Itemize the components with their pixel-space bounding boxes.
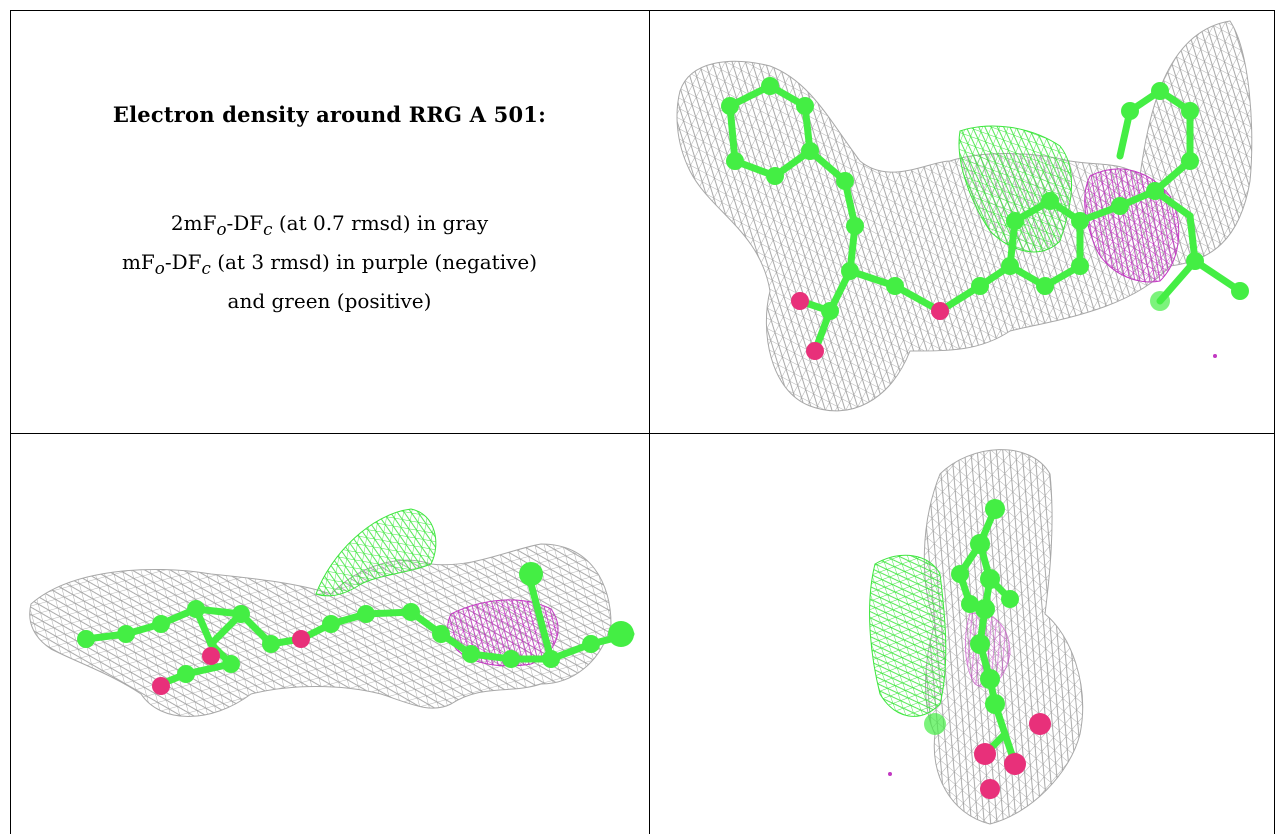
- legend-line-2fofc: 2mFo-DFc (at 0.7 rmsd) in gray: [170, 211, 489, 239]
- mesh-2fofc: [676, 20, 1253, 412]
- table-border-top: [10, 10, 1275, 11]
- caption-legend: 2mFo-DFc (at 0.7 rmsd) in gray mFo-DFc (…: [122, 207, 537, 317]
- mesh-positive-bl: [315, 508, 437, 597]
- table-border-left: [10, 10, 11, 834]
- density-render-top: [676, 20, 1253, 412]
- legend-line-positive: and green (positive): [227, 289, 432, 313]
- density-view-top: [650, 11, 1274, 433]
- density-render-bottom-left: [29, 508, 635, 717]
- mesh-positive-top: [958, 125, 1072, 253]
- caption-cell: Electron density around RRG A 501: 2mFo-…: [10, 10, 649, 433]
- table-divider-vertical: [649, 10, 650, 834]
- ligand-atoms-br: [888, 499, 1051, 799]
- mesh-positive-br: [869, 554, 947, 717]
- table-border-right: [1274, 10, 1275, 834]
- density-render-bottom-right: [869, 449, 1084, 825]
- table-divider-horizontal: [10, 433, 1275, 434]
- density-view-bottom-right: [650, 434, 1274, 834]
- ligand-atoms-top: [721, 77, 1249, 360]
- legend-line-fofc: mFo-DFc (at 3 rmsd) in purple (negative): [121, 250, 538, 278]
- caption-title: Electron density around RRG A 501:: [112, 102, 547, 127]
- ligand-atoms-bl: [77, 562, 634, 695]
- density-view-bottom-left: [11, 434, 649, 834]
